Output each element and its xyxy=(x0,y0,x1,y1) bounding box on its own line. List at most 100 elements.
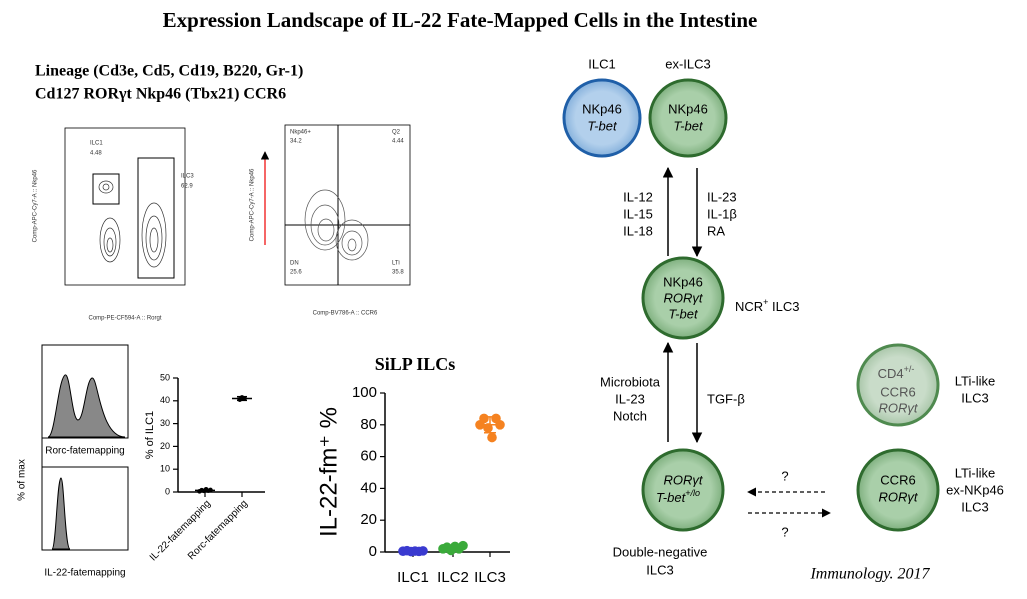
y-tick-label: 50 xyxy=(160,372,170,382)
x-axis-label: Comp-BV786-A :: CCR6 xyxy=(313,311,378,317)
signal: Microbiota xyxy=(600,374,661,389)
label-sup: + xyxy=(763,297,768,307)
hist-label: Rorc-fatemapping xyxy=(45,446,124,457)
gate-percent: 4.44 xyxy=(392,139,404,145)
gate xyxy=(92,173,120,205)
signal: TGF-β xyxy=(707,391,745,406)
plot-frame xyxy=(64,127,186,286)
x-axis-label: Comp-PE-CF594-A :: Rorgt xyxy=(88,316,161,322)
data-point xyxy=(458,540,468,551)
x-tick-label: ILC3 xyxy=(474,569,506,586)
cell xyxy=(641,256,725,340)
x-tick-label: ILC2 xyxy=(437,569,469,586)
node-label: LTi-like xyxy=(955,373,995,388)
y-tick-label: 20 xyxy=(160,441,170,451)
histograms: Rorc-fatemapping IL-22-fatemapping % of … xyxy=(17,344,129,579)
title: Expression Landscape of IL-22 Fate-Mappe… xyxy=(163,8,758,32)
marker: T-bet xyxy=(673,118,704,133)
gate-name: Nkp46+ xyxy=(290,130,311,136)
cell xyxy=(648,78,728,158)
marker: CD4+/- xyxy=(878,364,915,381)
y-tick-label: 80 xyxy=(360,416,377,433)
hist-frame xyxy=(41,466,129,551)
gate-name: DN xyxy=(290,261,299,267)
marker-part: T-bet xyxy=(656,490,687,505)
marker: RORγt xyxy=(879,489,919,504)
node-label: Double-negative xyxy=(613,544,708,559)
node-label: ILC1 xyxy=(588,56,615,71)
marker: RORγt xyxy=(664,472,704,487)
node-label: ex-ILC3 xyxy=(665,56,711,71)
marker-sup: +/- xyxy=(904,364,915,374)
y-tick-label: 40 xyxy=(360,479,377,496)
data-point xyxy=(487,432,497,443)
marker: T-bet+/lo xyxy=(656,488,700,505)
panel-text: Lineage (Cd3e, Cd5, Cd19, B220, Gr-1) xyxy=(35,63,303,80)
contours xyxy=(98,180,167,268)
y-tick-label: 0 xyxy=(369,543,377,560)
signal: IL-15 xyxy=(623,206,653,221)
cell xyxy=(856,343,940,427)
gate-percent: 34.2 xyxy=(290,139,302,145)
x-tick-label: ILC1 xyxy=(397,569,429,586)
node-label: ex-NKp46 xyxy=(946,482,1004,497)
node-label: ILC3 xyxy=(961,390,988,405)
marker: NKp46 xyxy=(582,101,622,116)
y-tick-label: 10 xyxy=(160,464,170,474)
node-label: LTi-like xyxy=(955,465,995,480)
node-label: NCR+ ILC3 xyxy=(735,297,800,314)
y-tick-label: 60 xyxy=(360,448,377,465)
question: ? xyxy=(781,468,788,483)
y-tick-label: 20 xyxy=(360,511,377,528)
signal: IL-12 xyxy=(623,189,653,204)
y-axis-label: % of ILC1 xyxy=(144,411,156,459)
diagram: ILC1 ex-ILC3 NKp46 T-bet NKp46 T-bet IL-… xyxy=(562,56,1004,577)
signal: IL-18 xyxy=(623,223,653,238)
y-axis-label: % of max xyxy=(17,459,28,501)
label-part: ILC3 xyxy=(768,299,799,314)
gate-percent: 35.8 xyxy=(392,270,404,276)
marker: RORγt xyxy=(879,400,919,415)
marker-sup: +/lo xyxy=(685,488,700,498)
node-label: ILC3 xyxy=(961,499,988,514)
chart-title: SiLP ILCs xyxy=(375,354,456,374)
marker: RORγt xyxy=(664,290,704,305)
signal: RA xyxy=(707,223,725,238)
y-axis-label: IL-22-fm⁺ % xyxy=(315,407,342,537)
signal: Notch xyxy=(613,408,647,423)
gate xyxy=(137,157,175,279)
y-axis-label: Comp-APC-Cy7-A :: Nkp46 xyxy=(250,168,256,241)
signal: IL-1β xyxy=(707,206,737,221)
marker: NKp46 xyxy=(663,274,703,289)
y-tick-label: 0 xyxy=(165,486,170,496)
label-part: NCR xyxy=(735,299,763,314)
node-label: ILC3 xyxy=(646,562,673,577)
marker: T-bet xyxy=(668,306,699,321)
y-tick-label: 100 xyxy=(352,384,377,401)
question: ? xyxy=(781,524,788,539)
marker: T-bet xyxy=(587,118,618,133)
gate-name: LTi xyxy=(392,261,400,267)
plot-frame xyxy=(284,124,411,286)
panel-text: Cd127 RORγt Nkp46 (Tbx21) CCR6 xyxy=(35,86,286,103)
cell xyxy=(856,448,940,532)
contours xyxy=(304,189,369,261)
marker-part: CD4 xyxy=(878,366,904,381)
y-tick-label: 40 xyxy=(160,395,170,405)
hist-label: IL-22-fatemapping xyxy=(44,568,125,579)
cell xyxy=(641,448,725,532)
flow-plot: ILC1 4.48 ILC3 62.9 Comp-PE-CF594-A :: R… xyxy=(33,127,194,322)
histogram xyxy=(47,374,126,438)
gate-percent: 25.6 xyxy=(290,270,302,276)
y-axis-label: Comp-APC-Cy7-A :: Nkp46 xyxy=(33,169,39,242)
marker: CCR6 xyxy=(880,472,915,487)
gate-name: ILC3 xyxy=(181,174,194,180)
flow-plot: Nkp46+ 34.2 Q2 4.44 DN 25.6 LTi 35.8 Com… xyxy=(250,124,411,317)
signal: IL-23 xyxy=(707,189,737,204)
histogram xyxy=(51,477,71,550)
data-point xyxy=(479,413,489,424)
signal: IL-23 xyxy=(615,391,645,406)
marker: NKp46 xyxy=(668,101,708,116)
gate-percent: 62.9 xyxy=(181,184,193,190)
